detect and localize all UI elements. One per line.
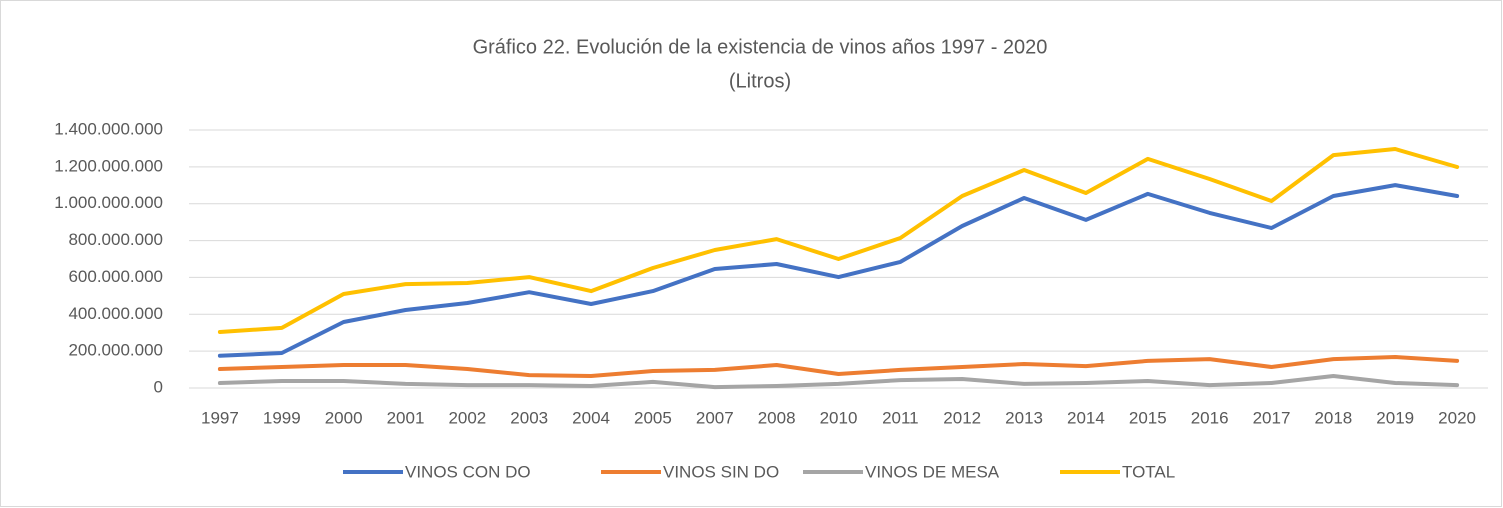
y-tick-label: 200.000.000 bbox=[68, 341, 163, 360]
x-tick-label: 2004 bbox=[572, 408, 610, 427]
x-tick-label: 2015 bbox=[1129, 408, 1167, 427]
x-tick-label: 2010 bbox=[820, 408, 858, 427]
series-line bbox=[217, 183, 1460, 358]
legend-label: VINOS SIN DO bbox=[663, 462, 779, 481]
x-tick-label: 2011 bbox=[882, 408, 919, 427]
x-tick-label: 2016 bbox=[1191, 408, 1229, 427]
chart-subtitle: (Litros) bbox=[729, 70, 791, 92]
x-tick-label: 2020 bbox=[1438, 408, 1476, 427]
x-tick-label: 2005 bbox=[634, 408, 672, 427]
x-tick-label: 2002 bbox=[448, 408, 486, 427]
x-tick-label: 1999 bbox=[263, 408, 301, 427]
legend-label: TOTAL bbox=[1122, 462, 1175, 481]
x-tick-label: 2007 bbox=[696, 408, 734, 427]
x-tick-label: 2001 bbox=[387, 408, 425, 427]
x-tick-label: 2018 bbox=[1314, 408, 1352, 427]
x-tick-label: 2014 bbox=[1067, 408, 1105, 427]
y-tick-label: 400.000.000 bbox=[68, 304, 163, 323]
series-line bbox=[217, 355, 1460, 378]
x-tick-label: 2019 bbox=[1376, 408, 1414, 427]
chart-title: Gráfico 22. Evolución de la existencia d… bbox=[473, 36, 1048, 58]
series-line bbox=[217, 147, 1460, 334]
legend-label: VINOS CON DO bbox=[405, 462, 531, 481]
y-tick-label: 0 bbox=[154, 377, 163, 396]
y-tick-label: 1.400.000.000 bbox=[54, 119, 163, 138]
x-tick-label: 1997 bbox=[201, 408, 239, 427]
legend-label: VINOS DE MESA bbox=[865, 462, 1000, 481]
x-tick-label: 2000 bbox=[325, 408, 363, 427]
series-line bbox=[217, 374, 1460, 390]
x-tick-label: 2012 bbox=[943, 408, 981, 427]
x-tick-label: 2017 bbox=[1253, 408, 1291, 427]
y-tick-label: 800.000.000 bbox=[68, 230, 163, 249]
x-tick-label: 2013 bbox=[1005, 408, 1043, 427]
y-tick-label: 1.200.000.000 bbox=[54, 156, 163, 175]
y-tick-label: 1.000.000.000 bbox=[54, 193, 163, 212]
x-tick-label: 2003 bbox=[510, 408, 548, 427]
y-tick-label: 600.000.000 bbox=[68, 267, 163, 286]
x-tick-label: 2008 bbox=[758, 408, 796, 427]
